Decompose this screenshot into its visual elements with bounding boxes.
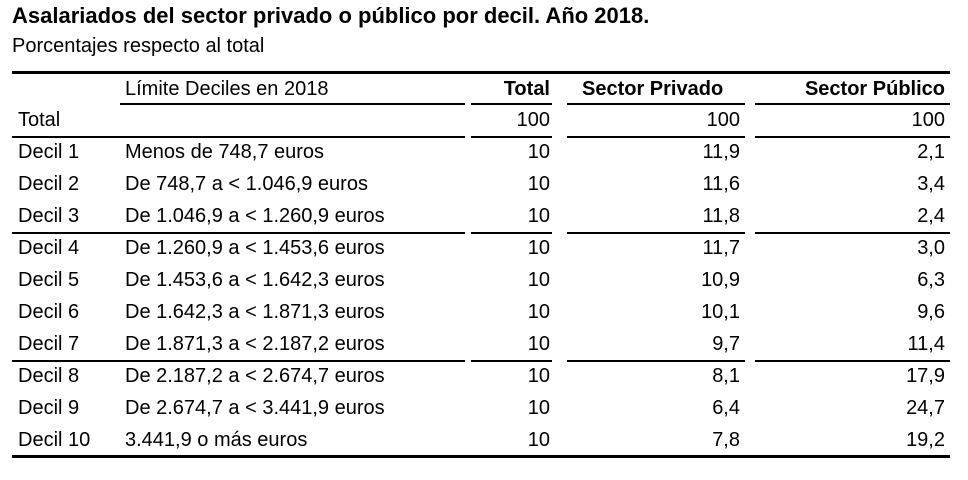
rule	[120, 103, 465, 105]
rule	[755, 103, 950, 105]
column-header: Sector Privado	[582, 78, 724, 100]
cell: 100	[706, 109, 740, 131]
rule	[567, 232, 745, 234]
rule	[471, 360, 552, 362]
rule	[567, 360, 745, 362]
rule	[471, 103, 552, 105]
title: Asalariados del sector privado o público…	[12, 3, 650, 28]
cell: 11,9	[702, 141, 740, 163]
cell: 10	[527, 397, 550, 419]
cell: 10,1	[701, 301, 740, 323]
bottom-rule	[12, 455, 950, 458]
cell: Decil 1	[18, 141, 80, 163]
rule	[755, 360, 950, 362]
cell: De 1.046,9 a < 1.260,9 euros	[125, 205, 385, 227]
subtitle: Porcentajes respecto al total	[12, 35, 265, 57]
column-header: Sector Público	[804, 78, 945, 100]
cell: De 748,7 a < 1.046,9 euros	[125, 173, 368, 195]
cell: Decil 10	[18, 429, 91, 451]
cell: 6,3	[917, 269, 945, 291]
cell: De 1.642,3 a < 1.871,3 euros	[125, 301, 385, 323]
cell: De 1.260,9 a < 1.453,6 euros	[125, 237, 385, 259]
cell: Total	[18, 109, 61, 131]
cell: 10	[527, 429, 550, 451]
cell: 24,7	[906, 397, 945, 419]
rule	[12, 360, 465, 362]
cell: 100	[911, 109, 945, 131]
cell: Decil 4	[18, 237, 80, 259]
column-header: Límite Deciles en 2018	[125, 78, 329, 100]
cell: 3,0	[917, 237, 945, 259]
cell: 10	[527, 205, 550, 227]
cell: 100	[516, 109, 550, 131]
rule	[471, 136, 552, 138]
cell: De 2.674,7 a < 3.441,9 euros	[125, 397, 385, 419]
rule	[12, 232, 465, 234]
cell: 10	[527, 301, 550, 323]
cell: 11,7	[702, 237, 740, 259]
cell: 9,7	[712, 333, 740, 355]
cell: 3,4	[917, 173, 945, 195]
cell: Decil 6	[18, 301, 80, 323]
cell: Decil 8	[18, 365, 80, 387]
rule	[567, 103, 745, 105]
rule	[471, 232, 552, 234]
top-rule	[12, 71, 950, 74]
cell: 3.441,9 o más euros	[125, 429, 308, 451]
rule	[755, 232, 950, 234]
cell: 7,8	[712, 429, 740, 451]
rule	[755, 136, 950, 138]
cell: 10,9	[701, 269, 740, 291]
cell: 10	[527, 173, 550, 195]
cell: De 2.187,2 a < 2.674,7 euros	[125, 365, 385, 387]
cell: Decil 2	[18, 173, 80, 195]
cell: Decil 3	[18, 205, 80, 227]
cell: 10	[527, 269, 550, 291]
cell: De 1.453,6 a < 1.642,3 euros	[125, 269, 385, 291]
rule	[12, 136, 465, 138]
cell: 11,6	[702, 173, 740, 195]
rule	[567, 136, 745, 138]
cell: Menos de 748,7 euros	[125, 141, 325, 163]
cell: 10	[527, 365, 550, 387]
cell: 17,9	[906, 365, 945, 387]
cell: 2,1	[917, 141, 945, 163]
cell: 10	[527, 237, 550, 259]
cell: Decil 9	[18, 397, 80, 419]
cell: Decil 7	[18, 333, 80, 355]
cell: 2,4	[917, 205, 945, 227]
cell: 6,4	[712, 397, 740, 419]
cell: 11,8	[702, 205, 740, 227]
cell: De 1.871,3 a < 2.187,2 euros	[125, 333, 385, 355]
cell: 10	[527, 333, 550, 355]
cell: 11,4	[907, 333, 945, 355]
cell: 10	[527, 141, 550, 163]
cell: Decil 5	[18, 269, 80, 291]
cell: 19,2	[906, 429, 945, 451]
cell: 8,1	[712, 365, 740, 387]
cell: 9,6	[917, 301, 945, 323]
column-header: Total	[503, 78, 550, 100]
